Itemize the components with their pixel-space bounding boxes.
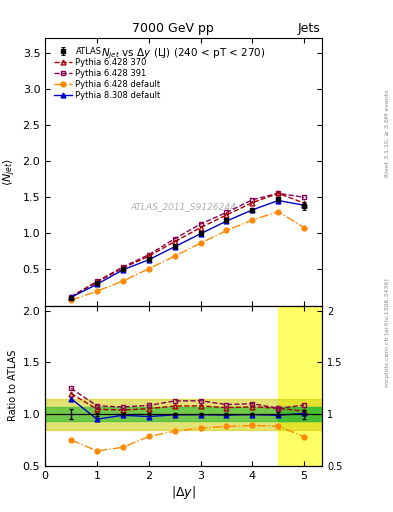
Text: ATLAS_2011_S9126244: ATLAS_2011_S9126244 (131, 202, 237, 211)
Bar (278, 306, 322, 466)
Bar (45, 399, 322, 430)
X-axis label: $|\Delta y|$: $|\Delta y|$ (171, 483, 196, 501)
Y-axis label: $\langle N_{jet}\rangle$: $\langle N_{jet}\rangle$ (2, 158, 18, 186)
Text: mcplots.cern.ch [arXiv:1306.3436]: mcplots.cern.ch [arXiv:1306.3436] (385, 279, 389, 387)
Legend: ATLAS, Pythia 6.428 370, Pythia 6.428 391, Pythia 6.428 default, Pythia 8.308 de: ATLAS, Pythia 6.428 370, Pythia 6.428 39… (52, 45, 162, 102)
Text: Rivet 3.1.10, ≥ 3.6M events: Rivet 3.1.10, ≥ 3.6M events (385, 90, 389, 177)
Text: 7000 GeV pp: 7000 GeV pp (132, 22, 214, 34)
Text: $N_{jet}$ vs $\Delta y$ (LJ) (240 < pT < 270): $N_{jet}$ vs $\Delta y$ (LJ) (240 < pT <… (101, 47, 266, 61)
Bar (45, 407, 322, 421)
Text: Jets: Jets (298, 22, 320, 34)
Bar (278, 407, 322, 421)
Y-axis label: Ratio to ATLAS: Ratio to ATLAS (8, 350, 18, 421)
